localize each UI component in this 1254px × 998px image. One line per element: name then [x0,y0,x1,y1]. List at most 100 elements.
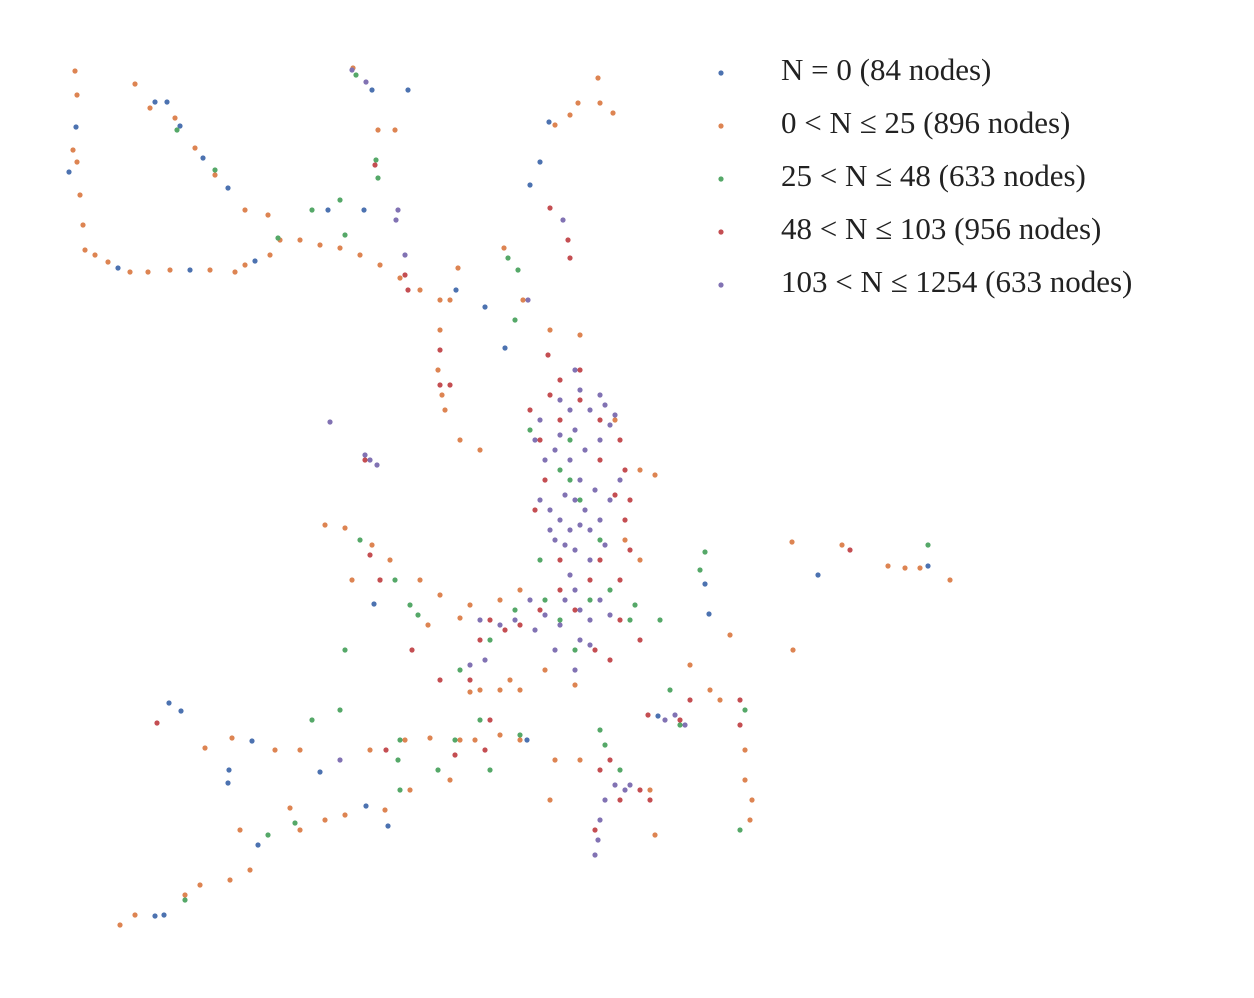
legend-marker [718,70,724,76]
point [174,127,180,133]
point [377,262,383,268]
point [592,852,598,858]
point [395,757,401,763]
point [362,457,368,463]
point [542,667,548,673]
point [652,472,658,478]
point [437,382,443,388]
point [477,687,483,693]
point [547,797,553,803]
point [385,823,391,829]
point [557,417,563,423]
point [557,432,563,438]
point [192,145,198,151]
point [212,172,218,178]
point [545,352,551,358]
point [647,787,653,793]
point [182,897,188,903]
point [607,422,613,428]
point [597,457,603,463]
point [687,697,693,703]
point [375,127,381,133]
point [542,612,548,618]
point [73,124,79,130]
point [557,587,563,593]
point [517,587,523,593]
point [132,912,138,918]
point [587,617,593,623]
legend-label: 103 < N ≤ 1254 (633 nodes) [781,264,1132,299]
point [115,265,121,271]
point [322,817,328,823]
point [229,735,235,741]
point [567,255,573,261]
point [497,622,503,628]
point [737,697,743,703]
point [512,317,518,323]
point [487,637,493,643]
point [317,242,323,248]
point [617,767,623,773]
point [677,717,683,723]
point [557,467,563,473]
point [337,197,343,203]
point [232,269,238,275]
point [361,207,367,213]
point [637,557,643,563]
point [622,517,628,523]
point [567,457,573,463]
point [497,732,503,738]
point [297,747,303,753]
point [789,539,795,545]
point [372,162,378,168]
legend-marker [718,229,724,235]
point [737,722,743,728]
point [297,827,303,833]
point [577,757,583,763]
legend-label: N = 0 (84 nodes) [781,52,991,87]
point [632,602,638,608]
point [562,597,568,603]
point [453,287,459,293]
point [587,407,593,413]
point [572,682,578,688]
point [515,267,521,273]
point [557,617,563,623]
point [383,747,389,753]
point [382,807,388,813]
point [363,803,369,809]
point [592,487,598,493]
point [577,387,583,393]
point [575,100,581,106]
point [567,572,573,578]
point [249,738,255,744]
point [467,677,473,683]
point [255,842,261,848]
point [417,577,423,583]
legend-label: 48 < N ≤ 103 (956 nodes) [781,211,1101,246]
point [542,597,548,603]
point [547,327,553,333]
point [452,752,458,758]
point [309,717,315,723]
point [557,517,563,523]
point [622,467,628,473]
point [839,542,845,548]
point [242,207,248,213]
point [227,877,233,883]
point [374,462,380,468]
point [457,667,463,673]
point [567,112,573,118]
point [225,185,231,191]
point [552,447,558,453]
point [212,167,218,173]
point [367,457,373,463]
point [457,737,463,743]
point [577,497,583,503]
point [357,537,363,543]
point [517,737,523,743]
point [349,67,355,73]
point [532,507,538,513]
point [552,647,558,653]
point [242,262,248,268]
